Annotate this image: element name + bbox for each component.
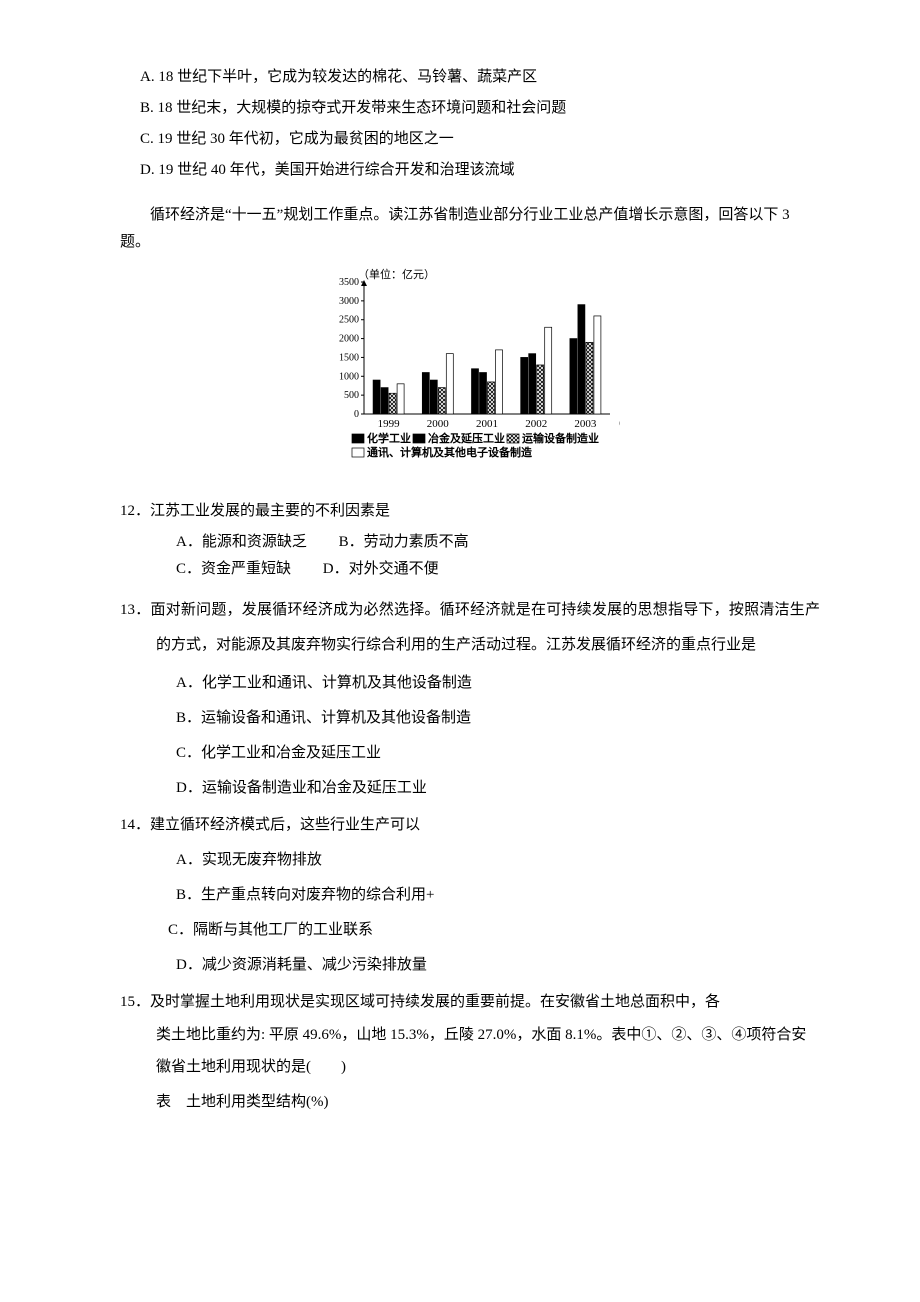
prev-option-c: C. 19 世纪 30 年代初，它成为最贫困的地区之一 (140, 126, 820, 153)
q15-stem: 15．及时掌握土地利用现状是实现区域可持续发展的重要前提。在安徽省土地总面积中，… (120, 989, 820, 1016)
svg-text:500: 500 (344, 390, 359, 401)
q14-option-b: B．生产重点转向对废弃物的综合利用+ (176, 882, 820, 909)
passage-text: 循环经济是“十一五”规划工作重点。读江苏省制造业部分行业工业总产值增长示意图，回… (120, 202, 820, 256)
svg-text:通讯、计算机及其他电子设备制造: 通讯、计算机及其他电子设备制造 (367, 445, 533, 459)
q13-option-d: D．运输设备制造业和冶金及延压工业 (176, 775, 820, 802)
svg-text:化学工业: 化学工业 (367, 431, 411, 445)
svg-text:1500: 1500 (339, 352, 359, 363)
q12-option-b: B．劳动力素质不高 (339, 529, 469, 556)
svg-text:冶金及延压工业: 冶金及延压工业 (428, 431, 505, 445)
q14-option-c: C．隔断与其他工厂的工业联系 (168, 917, 820, 944)
q14-option-d: D．减少资源消耗量、减少污染排放量 (176, 952, 820, 979)
svg-text:2002: 2002 (525, 418, 547, 430)
bar-chart: （单位：亿元） 0 500 1000 1500 2000 2500 3000 3500 1999 2… (120, 264, 820, 484)
svg-text:1000: 1000 (339, 371, 359, 382)
q15-table-caption: 表 土地利用类型结构(%) (156, 1089, 820, 1116)
svg-text:1999: 1999 (378, 418, 401, 430)
q15-body: 类土地比重约为: 平原 49.6%，山地 15.3%，丘陵 27.0%，水面 8… (156, 1020, 820, 1083)
q14-option-a: A．实现无废弃物排放 (176, 847, 820, 874)
svg-text:2003: 2003 (574, 418, 597, 430)
q13-option-b: B．运输设备和通讯、计算机及其他设备制造 (176, 705, 820, 732)
svg-text:（单位：亿元）: （单位：亿元） (358, 267, 435, 281)
svg-text:2000: 2000 (339, 334, 359, 345)
svg-text:3500: 3500 (339, 277, 359, 288)
prev-option-b: B. 18 世纪末，大规模的掠夺式开发带来生态环境问题和社会问题 (140, 95, 820, 122)
svg-text:3000: 3000 (339, 296, 359, 307)
q12-option-d: D．对外交通不便 (323, 556, 439, 583)
svg-text:2000: 2000 (427, 418, 450, 430)
svg-text:运输设备制造业: 运输设备制造业 (522, 431, 599, 445)
q12-stem: 12．江苏工业发展的最主要的不利因素是 (120, 498, 820, 525)
prev-option-d: D. 19 世纪 40 年代，美国开始进行综合开发和治理该流域 (140, 157, 820, 184)
bar-chart-svg: （单位：亿元） 0 500 1000 1500 2000 2500 3000 3500 1999 2… (320, 264, 620, 474)
q13-stem: 13．面对新问题，发展循环经济成为必然选择。循环经济就是在可持续发展的思想指导下… (120, 593, 820, 662)
svg-text:2500: 2500 (339, 315, 359, 326)
q12-option-a: A．能源和资源缺乏 (176, 529, 307, 556)
prev-option-a: A. 18 世纪下半叶，它成为较发达的棉花、马铃薯、蔬菜产区 (140, 64, 820, 91)
q13-option-a: A．化学工业和通讯、计算机及其他设备制造 (176, 670, 820, 697)
q14-stem: 14．建立循环经济模式后，这些行业生产可以 (120, 812, 820, 839)
svg-text:2001: 2001 (476, 418, 498, 430)
svg-text:0: 0 (354, 409, 359, 420)
q13-option-c: C．化学工业和冶金及延压工业 (176, 740, 820, 767)
q12-option-c: C．资金严重短缺 (176, 556, 291, 583)
svg-text:（年）: （年） (612, 416, 620, 430)
